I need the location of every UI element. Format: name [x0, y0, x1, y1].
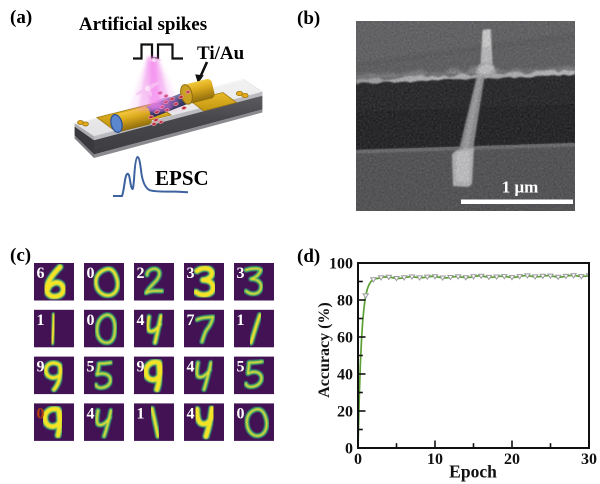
svg-text:(b): (b) — [297, 8, 320, 29]
svg-text:10: 10 — [427, 451, 443, 468]
svg-text:EPSC: EPSC — [155, 166, 209, 190]
svg-text:4: 4 — [187, 359, 195, 376]
svg-text:0: 0 — [87, 312, 95, 329]
svg-text:4: 4 — [87, 405, 95, 422]
svg-text:4: 4 — [137, 312, 145, 329]
svg-text:100: 100 — [329, 256, 353, 273]
svg-text:20: 20 — [337, 404, 353, 421]
svg-text:3: 3 — [237, 265, 245, 282]
svg-text:0: 0 — [345, 441, 353, 458]
svg-text:7: 7 — [187, 312, 195, 329]
svg-text:9: 9 — [37, 359, 45, 376]
svg-text:1: 1 — [237, 312, 245, 329]
svg-text:0: 0 — [37, 405, 45, 422]
svg-text:40: 40 — [337, 367, 353, 384]
svg-text:4: 4 — [187, 405, 195, 422]
svg-text:80: 80 — [337, 293, 353, 310]
svg-text:1: 1 — [37, 312, 45, 329]
svg-text:Artificial spikes: Artificial spikes — [79, 14, 207, 35]
svg-text:(c): (c) — [10, 245, 31, 266]
svg-text:0: 0 — [237, 405, 245, 422]
svg-text:20: 20 — [504, 451, 520, 468]
svg-text:Epoch: Epoch — [449, 462, 497, 482]
svg-text:(d): (d) — [297, 246, 320, 267]
svg-text:60: 60 — [337, 330, 353, 347]
svg-text:Accuracy (%): Accuracy (%) — [316, 302, 333, 398]
svg-text:30: 30 — [581, 451, 597, 468]
svg-text:3: 3 — [187, 265, 195, 282]
svg-text:Ti/Au: Ti/Au — [197, 43, 245, 64]
svg-text:0: 0 — [87, 265, 95, 282]
svg-text:5: 5 — [87, 359, 95, 376]
svg-text:(a): (a) — [10, 7, 32, 28]
svg-text:1 μm: 1 μm — [502, 178, 539, 197]
svg-text:0: 0 — [354, 451, 362, 468]
svg-text:1: 1 — [137, 405, 145, 422]
svg-text:2: 2 — [137, 265, 145, 282]
svg-text:6: 6 — [37, 265, 45, 282]
svg-text:5: 5 — [237, 359, 245, 376]
svg-text:9: 9 — [137, 359, 145, 376]
